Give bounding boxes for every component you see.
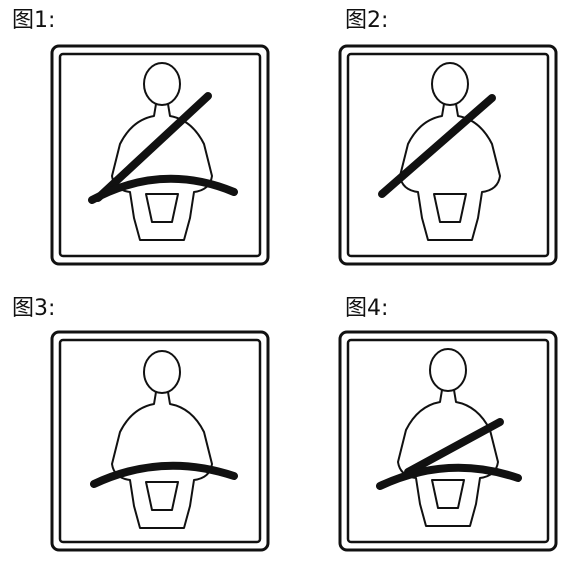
figure-1-panel bbox=[50, 44, 270, 266]
person-icon bbox=[399, 62, 501, 241]
shoulder-belt bbox=[378, 94, 496, 198]
figure-4-panel bbox=[338, 330, 558, 552]
outer-frame bbox=[338, 44, 558, 266]
seatbelt-sign-4 bbox=[338, 330, 558, 552]
seatbelt-sign-2 bbox=[338, 44, 558, 266]
figure-3-panel bbox=[50, 330, 270, 552]
lap-belt bbox=[88, 174, 238, 204]
person-icon bbox=[397, 348, 499, 527]
seatbelt-sign-3 bbox=[50, 330, 270, 552]
figure-2-label: 图2: bbox=[345, 8, 389, 33]
outer-frame bbox=[50, 330, 270, 552]
person-icon bbox=[111, 62, 213, 241]
figure-1-label: 图1: bbox=[12, 8, 56, 33]
inner-frame bbox=[346, 338, 550, 544]
inner-frame bbox=[58, 338, 262, 544]
figure-4-label: 图4: bbox=[345, 296, 389, 321]
seatbelt-sign-1 bbox=[50, 44, 270, 266]
shoulder-belt bbox=[404, 418, 504, 476]
figure-3-label: 图3: bbox=[12, 296, 56, 321]
inner-frame bbox=[346, 52, 550, 258]
figure-2-panel bbox=[338, 44, 558, 266]
lap-belt bbox=[376, 463, 522, 490]
shoulder-belt bbox=[94, 92, 212, 202]
outer-frame bbox=[338, 330, 558, 552]
outer-frame bbox=[50, 44, 270, 266]
lap-belt bbox=[90, 461, 238, 488]
person-icon bbox=[111, 350, 213, 529]
inner-frame bbox=[58, 52, 262, 258]
